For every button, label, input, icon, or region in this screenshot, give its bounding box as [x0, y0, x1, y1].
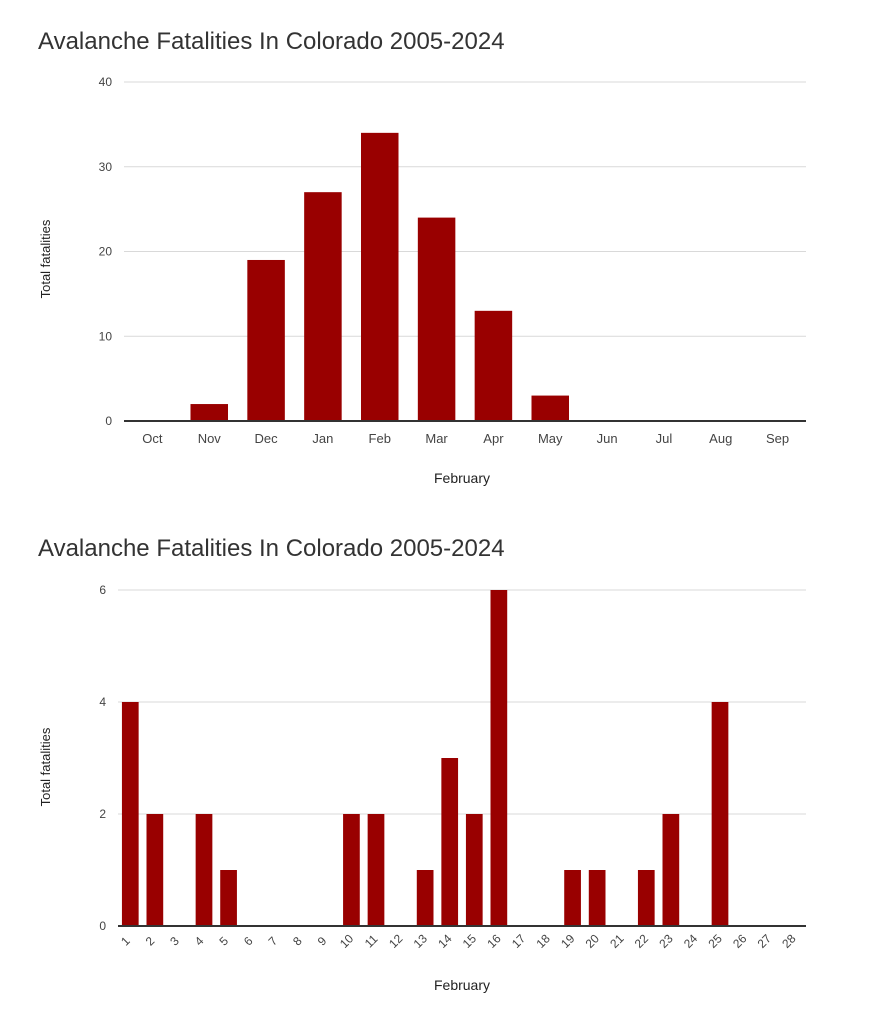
- x-axis-title: February: [434, 470, 490, 486]
- monthly-chart-plot: 0 10 20 30 40 Oct Nov Dec Jan Feb Mar Apr May Jun Jul A…: [38, 75, 806, 486]
- x-tick-label: 5: [216, 934, 231, 949]
- y-tick-label: 2: [99, 807, 106, 821]
- x-tick-label: 1: [118, 934, 133, 949]
- x-tick-label: 19: [558, 931, 578, 951]
- bar: [343, 814, 360, 926]
- x-tick-label: 8: [290, 934, 305, 949]
- bar: [465, 814, 483, 926]
- daily-february-fatalities-chart: Avalanche Fatalities In Colorado 2005-20…: [0, 505, 869, 1024]
- x-tick-label: 27: [755, 931, 775, 951]
- x-tick-label: 28: [779, 931, 799, 951]
- x-axis-title: February: [434, 977, 490, 993]
- bar: [146, 814, 164, 926]
- x-tick-label: Nov: [198, 431, 222, 446]
- x-tick-label: 13: [411, 931, 431, 951]
- y-tick-label: 6: [99, 583, 106, 597]
- x-tick-label: 24: [681, 931, 701, 951]
- bar: [220, 870, 237, 926]
- x-tick-label: 21: [607, 931, 627, 951]
- x-tick-label: 20: [583, 931, 603, 951]
- x-tick-label: 25: [705, 931, 725, 951]
- x-tick-label: 22: [632, 931, 652, 951]
- x-tick-label: 2: [143, 934, 158, 949]
- bar: [304, 192, 342, 421]
- bar: [564, 870, 581, 926]
- bar: [474, 310, 513, 421]
- x-tick-label: 26: [730, 931, 750, 951]
- y-axis-title: Total fatalities: [38, 727, 53, 806]
- x-tick-label: 16: [484, 931, 504, 951]
- y-tick-label: 4: [99, 695, 106, 709]
- x-tick-label: Mar: [425, 431, 448, 446]
- x-tick-label: 10: [337, 931, 357, 951]
- x-tick-label: Dec: [255, 431, 279, 446]
- bar: [247, 259, 285, 421]
- monthly-fatalities-chart: Avalanche Fatalities In Colorado 2005-20…: [0, 0, 869, 505]
- x-tick-label: 9: [315, 934, 330, 949]
- x-tick-label: May: [538, 431, 563, 446]
- x-tick-label: Jan: [312, 431, 333, 446]
- y-tick-label: 10: [99, 329, 113, 343]
- bar: [490, 590, 508, 926]
- x-tick-label: Oct: [142, 431, 163, 446]
- x-tick-label: Sep: [766, 431, 789, 446]
- bar: [367, 814, 385, 926]
- y-tick-label: 0: [99, 919, 106, 933]
- x-tick-label: 14: [435, 931, 455, 951]
- x-tick-label: Apr: [483, 431, 504, 446]
- x-tick-label: 3: [167, 934, 182, 949]
- bar: [441, 758, 459, 926]
- x-tick-label: 7: [266, 934, 281, 949]
- x-tick-label: 23: [656, 931, 676, 951]
- bar: [195, 814, 213, 926]
- bar: [417, 217, 456, 421]
- chart-title: Avalanche Fatalities In Colorado 2005-20…: [38, 28, 505, 55]
- x-tick-label: 18: [533, 931, 553, 951]
- y-tick-label: 30: [99, 160, 113, 174]
- bar: [531, 395, 570, 421]
- y-tick-label: 20: [99, 245, 113, 259]
- x-tick-label: Feb: [369, 431, 391, 446]
- bar: [121, 702, 139, 926]
- y-tick-label: 40: [99, 75, 113, 89]
- y-axis-title: Total fatalities: [38, 219, 53, 298]
- x-tick-label: Jul: [656, 431, 673, 446]
- bar: [637, 870, 655, 926]
- x-tick-label: 6: [241, 934, 256, 949]
- x-tick-label: 17: [509, 931, 529, 951]
- x-tick-label: 12: [386, 931, 406, 951]
- chart-title: Avalanche Fatalities In Colorado 2005-20…: [38, 535, 505, 562]
- bar: [662, 814, 680, 926]
- x-tick-label: Jun: [597, 431, 618, 446]
- x-tick-label: Aug: [709, 431, 732, 446]
- bar: [588, 870, 606, 926]
- y-tick-label: 0: [105, 414, 112, 428]
- x-tick-label: 4: [192, 934, 207, 949]
- x-tick-label: 11: [362, 932, 381, 951]
- bar: [360, 132, 399, 421]
- bar: [711, 702, 729, 926]
- bar: [416, 870, 434, 926]
- x-tick-label: 15: [460, 931, 480, 951]
- bar: [190, 404, 229, 421]
